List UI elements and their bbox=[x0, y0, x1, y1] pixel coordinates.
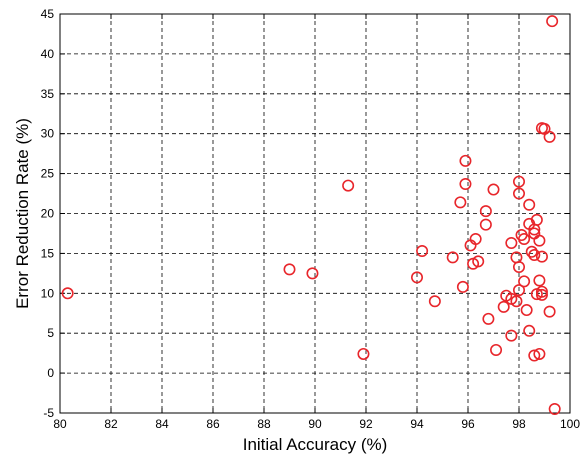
x-tick-label: 80 bbox=[53, 417, 67, 431]
x-tick-label: 100 bbox=[560, 417, 580, 431]
data-point bbox=[487, 183, 500, 196]
data-point bbox=[512, 260, 525, 273]
data-point bbox=[342, 179, 355, 192]
grid-lines bbox=[60, 14, 570, 413]
data-points bbox=[61, 15, 561, 416]
data-point bbox=[518, 275, 531, 288]
data-point bbox=[357, 347, 370, 360]
y-tick-label: 25 bbox=[41, 167, 55, 181]
y-tick-label: 30 bbox=[41, 127, 55, 141]
data-point bbox=[528, 248, 541, 261]
data-point bbox=[548, 403, 561, 416]
y-tick-label: -5 bbox=[43, 406, 54, 420]
data-point bbox=[456, 280, 469, 293]
data-point bbox=[416, 245, 429, 258]
x-tick-label: 84 bbox=[155, 417, 169, 431]
data-point bbox=[505, 237, 518, 250]
y-tick-label: 40 bbox=[41, 47, 55, 61]
data-point bbox=[523, 324, 536, 337]
data-point bbox=[410, 271, 423, 284]
data-point bbox=[459, 154, 472, 167]
data-point bbox=[512, 175, 525, 188]
data-point bbox=[535, 288, 548, 301]
data-point bbox=[446, 251, 459, 264]
x-tick-labels: 80 82 84 86 88 90 92 94 96 98 100 bbox=[53, 417, 580, 431]
data-point bbox=[546, 15, 559, 28]
y-tick-label: 0 bbox=[47, 366, 54, 380]
data-point bbox=[528, 349, 541, 362]
y-tick-label: 35 bbox=[41, 87, 55, 101]
data-point bbox=[530, 213, 543, 226]
x-tick-label: 86 bbox=[206, 417, 220, 431]
x-tick-label: 88 bbox=[257, 417, 271, 431]
x-tick-label: 98 bbox=[512, 417, 526, 431]
data-point bbox=[497, 300, 510, 313]
data-point bbox=[512, 284, 525, 297]
y-tick-label: 5 bbox=[47, 326, 54, 340]
data-point bbox=[283, 263, 296, 276]
data-point bbox=[533, 347, 546, 360]
y-tick-label: 45 bbox=[41, 7, 55, 21]
data-point bbox=[525, 245, 538, 258]
data-point bbox=[490, 343, 503, 356]
plot-frame bbox=[59, 13, 571, 414]
data-point bbox=[428, 295, 441, 308]
y-tick-label: 15 bbox=[41, 246, 55, 260]
data-point bbox=[469, 233, 482, 246]
x-axis-label: Initial Accuracy (%) bbox=[243, 435, 388, 454]
y-tick-label: 20 bbox=[41, 207, 55, 221]
data-point bbox=[479, 205, 492, 218]
y-axis-label: Error Reduction Rate (%) bbox=[13, 118, 32, 309]
data-point bbox=[306, 267, 319, 280]
data-point bbox=[482, 312, 495, 325]
data-point bbox=[512, 187, 525, 200]
data-point bbox=[61, 287, 74, 300]
data-point bbox=[459, 177, 472, 190]
x-tick-label: 94 bbox=[410, 417, 424, 431]
x-tick-label: 90 bbox=[308, 417, 322, 431]
data-point bbox=[543, 130, 556, 143]
data-point bbox=[510, 295, 523, 308]
data-point bbox=[472, 255, 485, 268]
data-point bbox=[543, 305, 556, 318]
data-point bbox=[518, 233, 531, 246]
data-point bbox=[535, 250, 548, 263]
data-point bbox=[520, 304, 533, 317]
x-tick-label: 82 bbox=[104, 417, 118, 431]
data-point bbox=[479, 218, 492, 231]
x-tick-label: 96 bbox=[461, 417, 475, 431]
y-tick-label: 10 bbox=[41, 286, 55, 300]
data-point bbox=[505, 329, 518, 342]
data-point bbox=[533, 234, 546, 247]
data-point bbox=[454, 196, 467, 209]
data-point bbox=[535, 285, 548, 298]
x-tick-label: 92 bbox=[359, 417, 373, 431]
data-point bbox=[533, 274, 546, 287]
data-point bbox=[523, 198, 536, 211]
y-tick-labels: -5 0 5 10 15 20 25 30 35 40 45 bbox=[41, 7, 55, 420]
